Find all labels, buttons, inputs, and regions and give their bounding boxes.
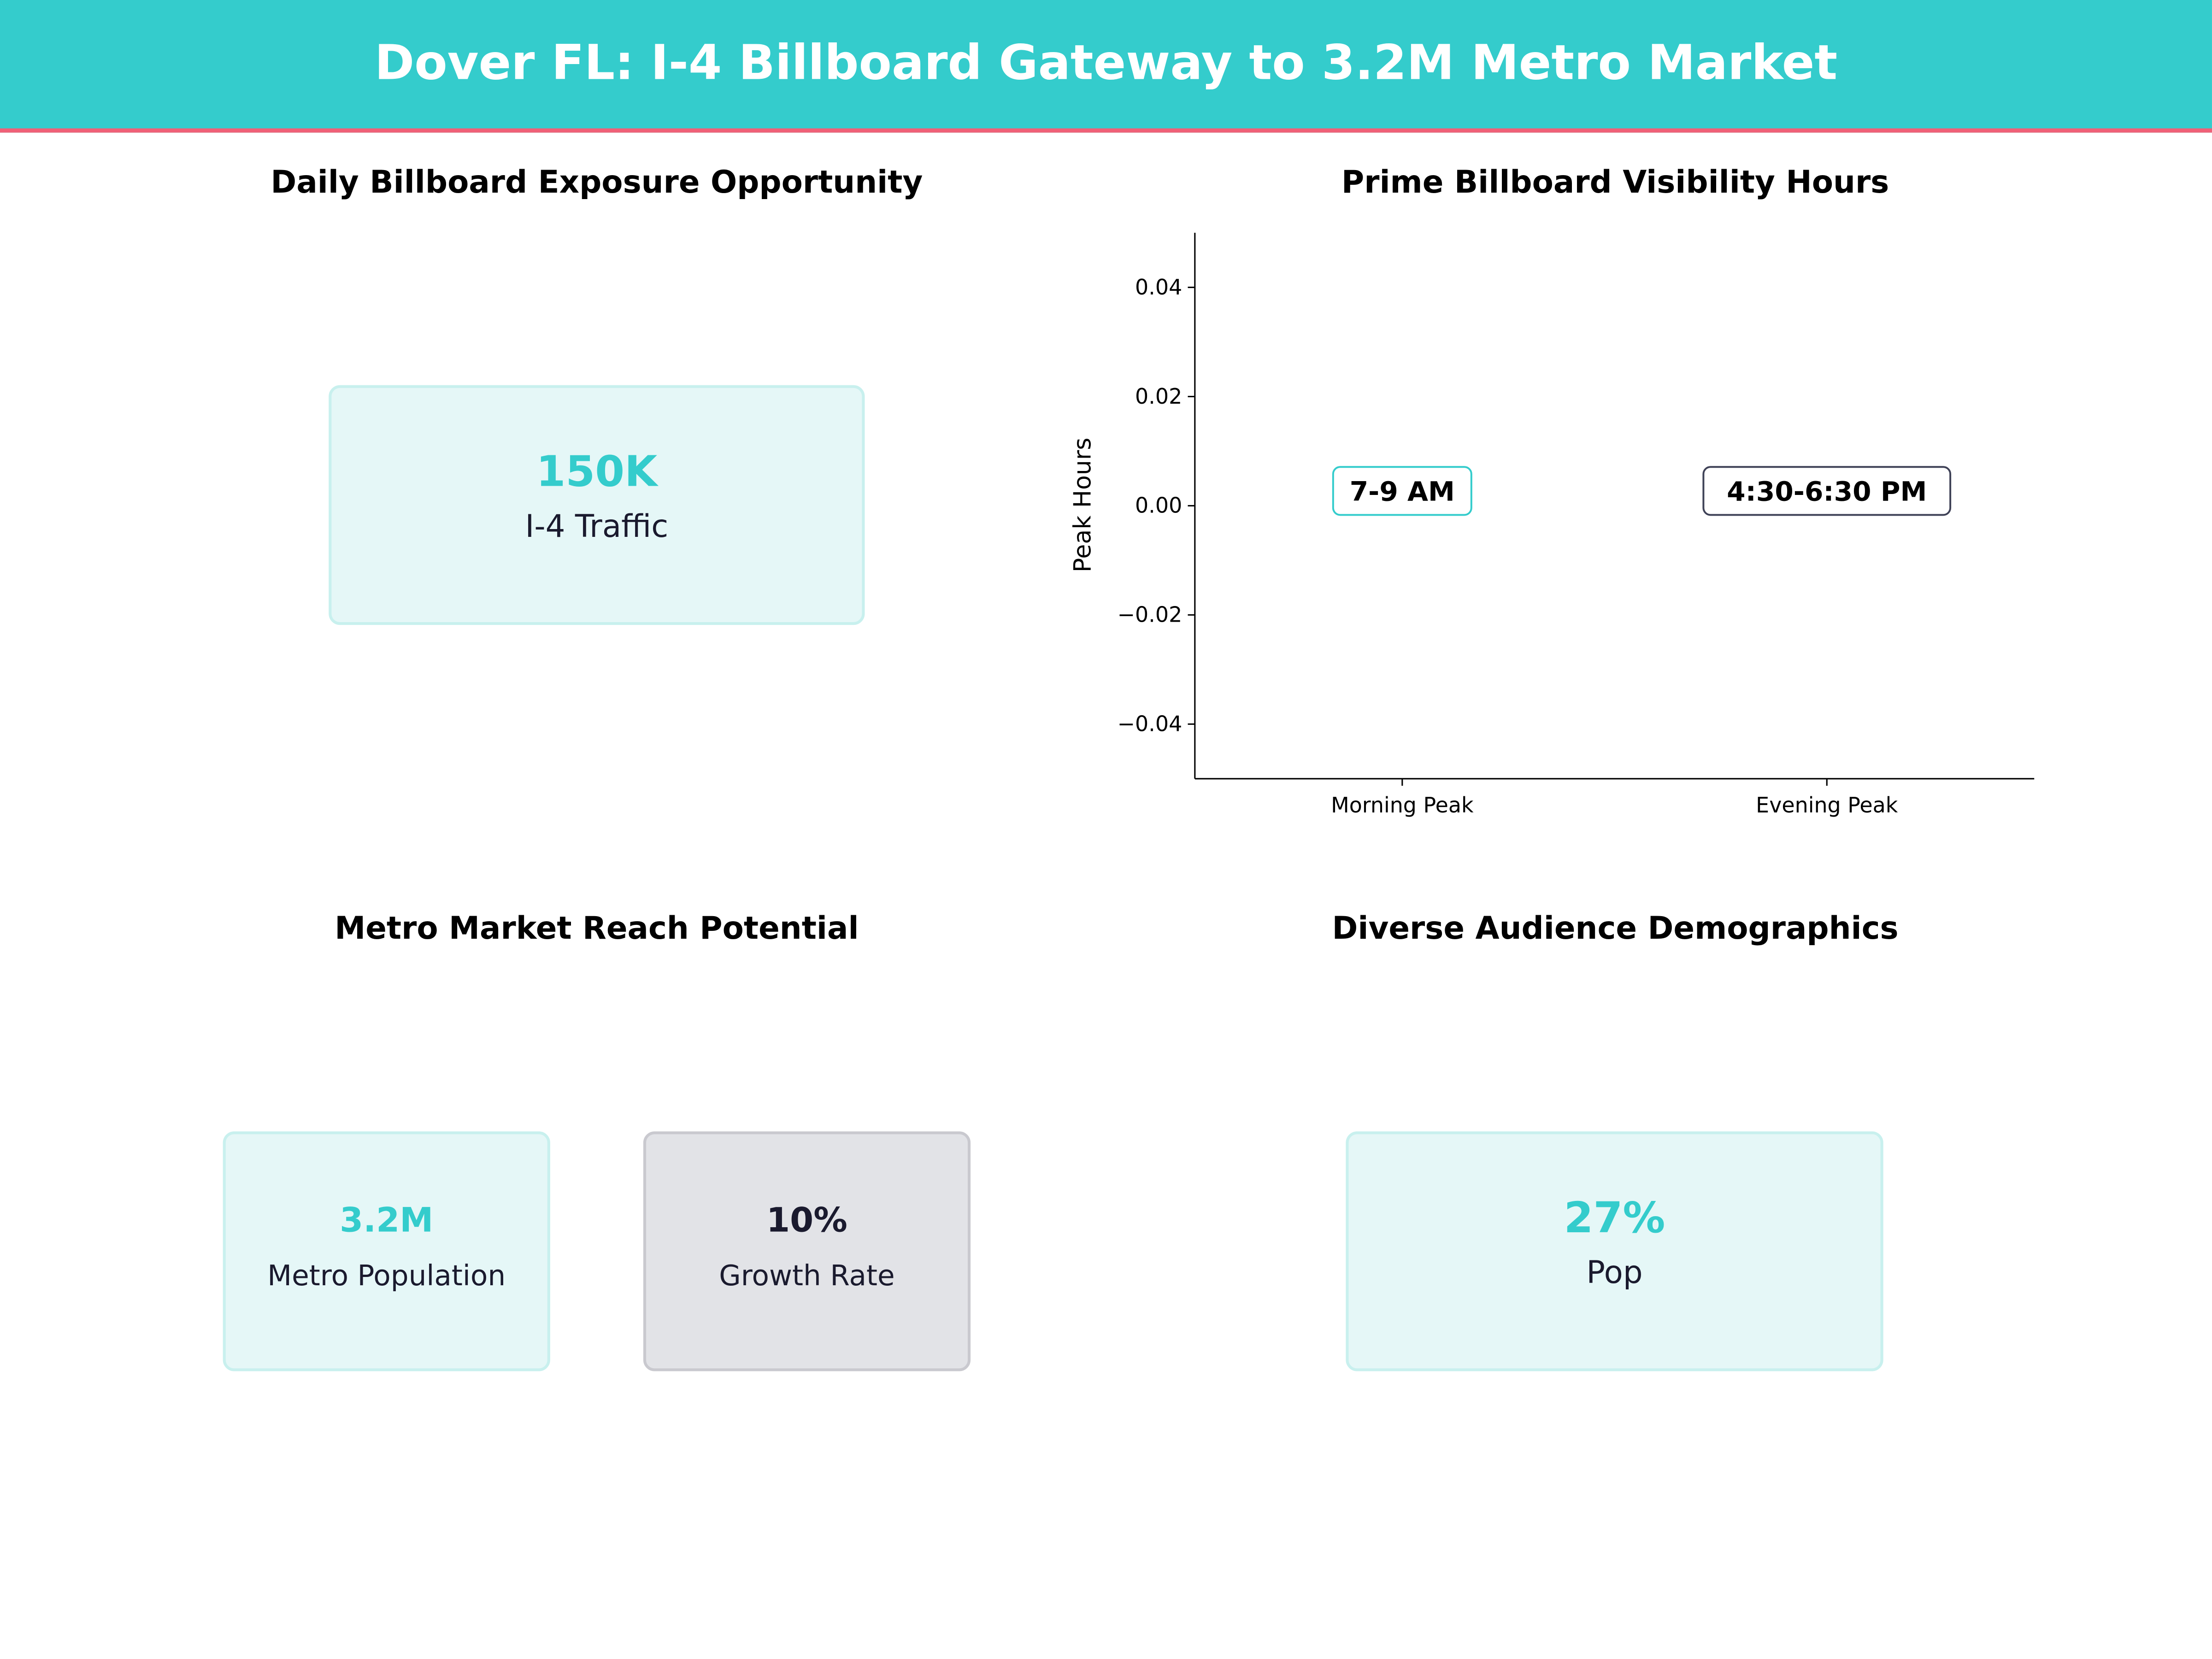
stat-value: 3.2M [340,1200,434,1240]
growth-rate-card: 10% Growth Rate [643,1131,971,1371]
y-axis-label: Peak Hours [1069,438,1096,573]
stat-label: I-4 Traffic [525,510,669,546]
traffic-stat-card: 150K I-4 Traffic [329,385,865,625]
demographics-panel-title: Diverse Audience Demographics [1332,912,1899,947]
stat-value: 10% [766,1200,847,1240]
page-title: Dover FL: I-4 Billboard Gateway to 3.2M … [374,35,1838,92]
annotation-box [1702,466,1952,516]
x-tick-label: Morning Peak [1331,793,1474,818]
x-tick-label: Evening Peak [1756,793,1898,818]
reach-panel-title: Metro Market Reach Potential [335,912,859,947]
annotation-label: 4:30-6:30 PM [1727,476,1927,507]
y-tick-label: 0.00 [1135,493,1182,518]
stat-value: 27% [1564,1194,1665,1244]
metro-population-card: 3.2M Metro Population [223,1131,550,1371]
stat-value: 150K [536,447,658,498]
annotation-box [1332,466,1472,516]
header-banner: Dover FL: I-4 Billboard Gateway to 3.2M … [0,0,2212,133]
annotation-label: 7-9 AM [1350,476,1455,507]
visibility-panel-title: Prime Billboard Visibility Hours [1341,165,1889,201]
y-tick-label: −0.04 [1118,712,1182,736]
y-tick-label: 0.04 [1135,275,1182,300]
y-tick-label: −0.02 [1118,602,1182,627]
y-tick-label: 0.02 [1135,384,1182,409]
demographics-stat-card: 27% Pop [1346,1131,1883,1371]
stat-label: Growth Rate [719,1258,895,1293]
exposure-panel-title: Daily Billboard Exposure Opportunity [271,165,923,201]
stat-label: Metro Population [267,1258,506,1293]
stat-label: Pop [1586,1256,1643,1292]
